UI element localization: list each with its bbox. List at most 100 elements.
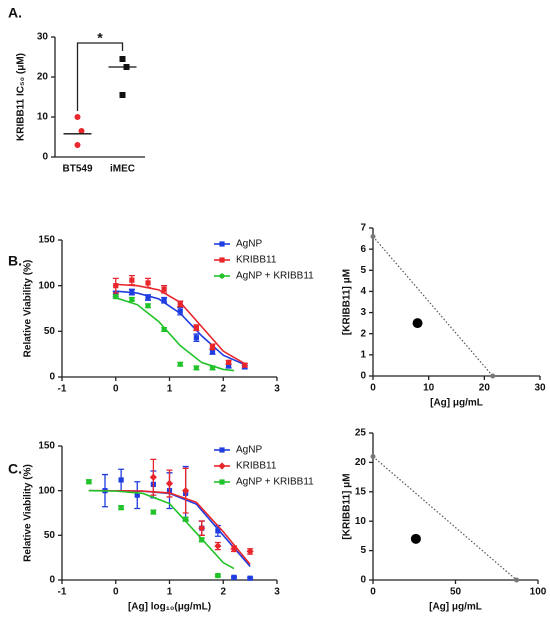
marker <box>219 257 225 263</box>
panel-label: A. <box>8 5 22 21</box>
marker <box>145 280 151 286</box>
x-tick-label: 100 <box>530 587 547 598</box>
x-tick-label: 0 <box>370 587 376 598</box>
x-tick-label: BT549 <box>62 164 92 175</box>
marker <box>129 296 135 302</box>
additivity-line <box>372 456 517 581</box>
y-tick-label: 1 <box>360 349 366 360</box>
x-tick-label: 3 <box>274 587 280 598</box>
marker <box>242 362 248 368</box>
y-tick-label: 3 <box>360 307 366 318</box>
marker <box>226 359 232 365</box>
marker <box>214 542 222 550</box>
x-tick-label: 0 <box>113 587 119 598</box>
y-tick-label: 0 <box>49 372 55 383</box>
x-tick-label: -1 <box>58 384 67 395</box>
marker <box>78 128 85 134</box>
marker <box>226 363 232 369</box>
y-axis-label: [KRIBB11] μM <box>342 473 353 539</box>
y-tick-label: 0 <box>360 575 366 586</box>
x-tick-label: 10 <box>423 383 435 394</box>
y-tick-label: 25 <box>355 428 367 439</box>
marker <box>177 301 183 307</box>
marker <box>150 509 156 515</box>
endpoint <box>490 373 496 379</box>
y-axis-label: [KRIBB11] μM <box>342 269 353 335</box>
marker <box>231 574 237 580</box>
marker <box>129 289 135 295</box>
marker <box>129 277 135 283</box>
marker <box>119 56 126 62</box>
y-tick-label: 4 <box>360 286 366 297</box>
x-tick-label: 1 <box>167 587 173 598</box>
marker <box>134 492 140 498</box>
combination-point <box>412 318 423 329</box>
fit-curve <box>115 283 246 365</box>
marker <box>74 142 81 148</box>
legend-label: AgNP <box>236 239 262 250</box>
legend-label: AgNP + KRIBB11 <box>236 271 314 282</box>
marker <box>165 479 174 488</box>
marker <box>74 114 81 120</box>
marker <box>193 335 199 341</box>
y-tick-label: 100 <box>38 485 55 496</box>
marker <box>177 361 183 367</box>
panel-label: B. <box>8 253 22 269</box>
marker <box>113 294 119 300</box>
endpoint <box>370 233 376 239</box>
significance-bracket <box>76 42 124 111</box>
marker <box>218 462 226 470</box>
endpoint <box>370 454 376 460</box>
marker <box>149 473 157 481</box>
y-tick-label: 7 <box>360 223 366 234</box>
y-tick-label: 10 <box>355 516 367 527</box>
x-tick-label: 50 <box>450 587 462 598</box>
marker <box>113 291 119 297</box>
legend-label: AgNP <box>236 445 262 456</box>
fit-curve <box>88 489 235 570</box>
marker <box>215 528 221 534</box>
marker <box>209 365 216 371</box>
additivity-line <box>372 236 494 377</box>
y-tick-label: 10 <box>37 112 49 123</box>
marker <box>161 326 167 333</box>
fit-curve <box>115 297 235 372</box>
marker <box>193 325 199 331</box>
combination-point <box>410 533 421 544</box>
y-tick-label: 150 <box>38 441 55 452</box>
x-axis-label: [Ag] μg/mL <box>429 602 482 613</box>
x-tick-label: 1 <box>167 384 173 395</box>
x-axis-label: [Ag] log₁₀(μg/mL) <box>128 602 211 613</box>
marker <box>209 348 216 355</box>
significance: * <box>97 30 103 46</box>
y-tick-label: 15 <box>355 486 367 497</box>
y-tick-label: 50 <box>44 530 56 541</box>
y-tick-label: 0 <box>49 575 55 586</box>
legend-label: AgNP + KRIBB11 <box>236 477 314 488</box>
y-tick-label: 100 <box>38 280 55 291</box>
marker <box>199 537 205 543</box>
x-tick-label: 30 <box>534 383 546 394</box>
marker <box>177 308 183 314</box>
x-tick-label: 0 <box>370 383 376 394</box>
y-tick-label: 5 <box>360 265 366 276</box>
x-tick-label: iMEC <box>110 164 135 175</box>
x-tick-label: 0 <box>113 384 119 395</box>
panel-label: C. <box>8 461 22 477</box>
marker <box>145 303 151 309</box>
y-tick-label: 0 <box>360 371 366 382</box>
marker <box>219 241 225 247</box>
y-axis-label: Relative Viability (%) <box>23 464 34 562</box>
marker <box>246 547 254 556</box>
y-tick-label: 30 <box>37 32 49 43</box>
y-tick-label: 5 <box>360 545 366 556</box>
marker <box>219 447 225 453</box>
marker <box>161 286 167 292</box>
y-tick-label: 50 <box>44 326 56 337</box>
x-tick-label: 2 <box>220 384 226 395</box>
marker <box>215 572 221 579</box>
marker <box>145 294 151 301</box>
marker <box>247 575 253 581</box>
marker <box>209 344 216 350</box>
